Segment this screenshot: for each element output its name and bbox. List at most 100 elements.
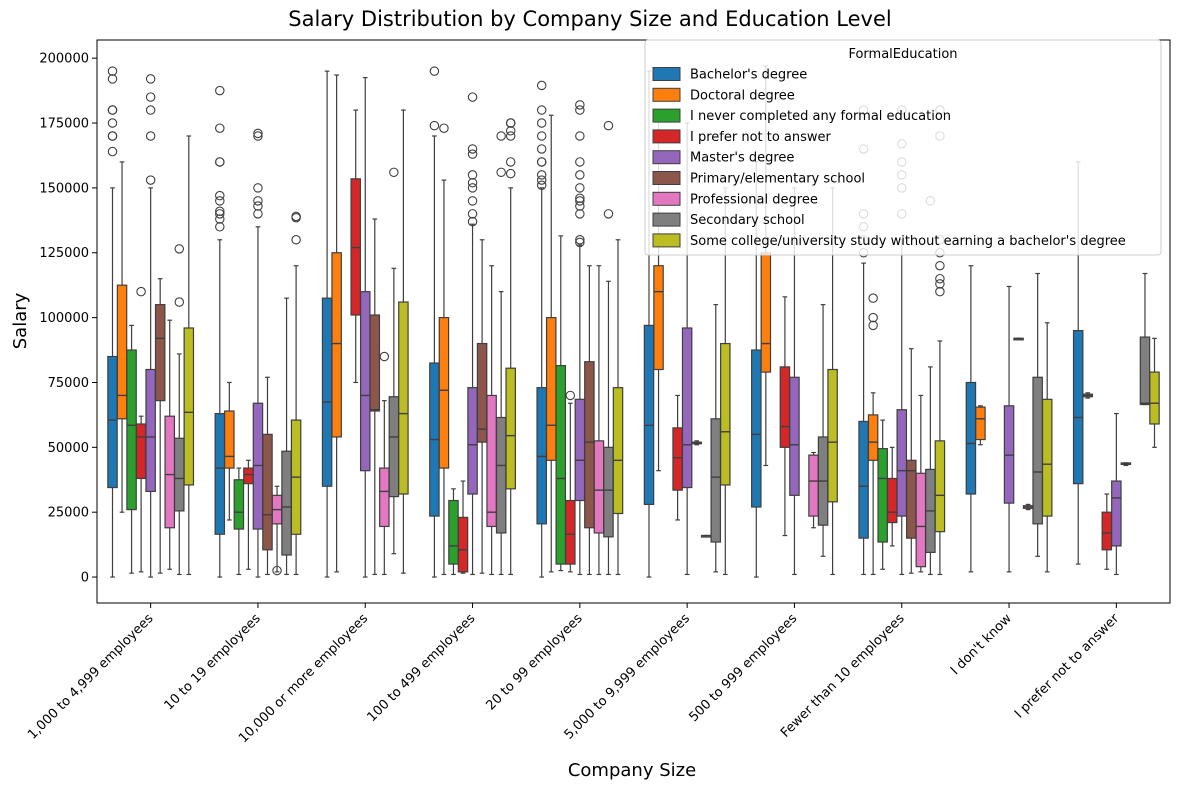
box	[467, 387, 478, 495]
legend-title: FormalEducation	[848, 47, 957, 62]
box	[457, 516, 469, 573]
box	[1072, 329, 1084, 485]
box	[779, 366, 791, 448]
outlier-point	[253, 128, 263, 139]
chart-title: Salary Distribution by Company Size and …	[288, 7, 891, 31]
outlier-point	[575, 201, 585, 211]
box	[612, 387, 624, 515]
box	[281, 450, 292, 556]
series-group	[116, 65, 1094, 576]
box	[584, 361, 595, 529]
outlier-point	[253, 196, 263, 206]
series-group	[135, 109, 1113, 574]
box	[331, 252, 342, 438]
box	[107, 355, 118, 489]
box	[243, 467, 254, 485]
legend-swatch	[652, 129, 681, 144]
box	[214, 413, 226, 535]
outlier-point	[174, 297, 185, 307]
outlier-point	[107, 118, 118, 128]
box	[126, 349, 137, 511]
legend-label: I prefer not to answer	[690, 130, 832, 145]
outlier-point	[467, 183, 478, 193]
box	[886, 477, 898, 524]
box	[710, 418, 722, 543]
outlier-point	[575, 196, 585, 206]
outlier-point	[536, 131, 547, 141]
outlier-point	[575, 209, 585, 219]
box	[934, 440, 946, 533]
outlier-point	[575, 183, 585, 193]
outlier-point	[536, 80, 547, 91]
legend: FormalEducation Bachelor's degree Doctora…	[644, 39, 1162, 256]
box	[398, 301, 409, 495]
outlier-point	[575, 170, 585, 180]
outlier-point	[291, 235, 301, 245]
outlier-point	[174, 244, 185, 254]
outlier-point	[467, 209, 478, 219]
outlier-point	[253, 131, 263, 141]
legend-frame	[644, 39, 1162, 256]
outlier-point	[467, 144, 478, 154]
box	[495, 416, 507, 534]
outlier-point	[215, 214, 225, 224]
outlier-point	[215, 190, 225, 201]
box	[545, 317, 557, 461]
outlier-point	[935, 286, 945, 297]
box	[681, 327, 693, 489]
outlier-point	[868, 320, 878, 331]
legend-swatch	[652, 87, 681, 102]
outlier-point	[496, 131, 506, 141]
outlier-point	[536, 144, 547, 154]
outlier-point	[429, 120, 440, 131]
outlier-point	[215, 85, 225, 96]
box	[379, 467, 390, 528]
outlier-point	[145, 105, 156, 115]
outlier-point	[215, 196, 225, 206]
box	[827, 368, 838, 503]
y-tick-label: 100000	[39, 311, 89, 326]
box	[116, 284, 128, 420]
series-group	[154, 218, 1132, 576]
outlier-point	[536, 118, 547, 128]
outlier-point	[935, 260, 945, 271]
series-group	[164, 265, 1034, 576]
outlier-point	[575, 157, 585, 167]
outlier-point	[575, 237, 585, 248]
outlier-point	[379, 351, 390, 362]
box	[1139, 336, 1151, 406]
box	[486, 394, 497, 528]
outlier-point	[505, 126, 516, 136]
y-tick-label: 175000	[39, 117, 89, 132]
outlier-point	[575, 105, 585, 115]
box	[1111, 480, 1122, 547]
box	[760, 252, 772, 373]
box	[388, 396, 400, 498]
outlier-point	[505, 168, 516, 179]
box	[965, 381, 977, 495]
box	[438, 317, 450, 469]
plot-frame	[96, 39, 1171, 604]
box	[574, 398, 586, 502]
box	[896, 409, 908, 517]
legend-swatch	[652, 171, 681, 185]
legend-label: Master's degree	[690, 151, 794, 166]
outlier-point	[291, 211, 301, 222]
y-axis-label: Salary	[10, 292, 31, 349]
outlier-point	[215, 206, 225, 216]
outlier-point	[868, 312, 878, 323]
outlier-point	[575, 193, 585, 204]
outlier-point	[215, 157, 225, 167]
outlier-point	[575, 131, 585, 141]
outlier-point	[215, 222, 225, 232]
legend-label: Some college/university study without ea…	[690, 234, 1126, 249]
box	[233, 479, 245, 530]
outlier-point	[215, 123, 225, 133]
outlier-point	[107, 74, 118, 84]
legend-label: Secondary school	[690, 213, 805, 228]
box	[915, 472, 927, 568]
outlier-point	[536, 180, 547, 191]
box	[593, 440, 605, 534]
